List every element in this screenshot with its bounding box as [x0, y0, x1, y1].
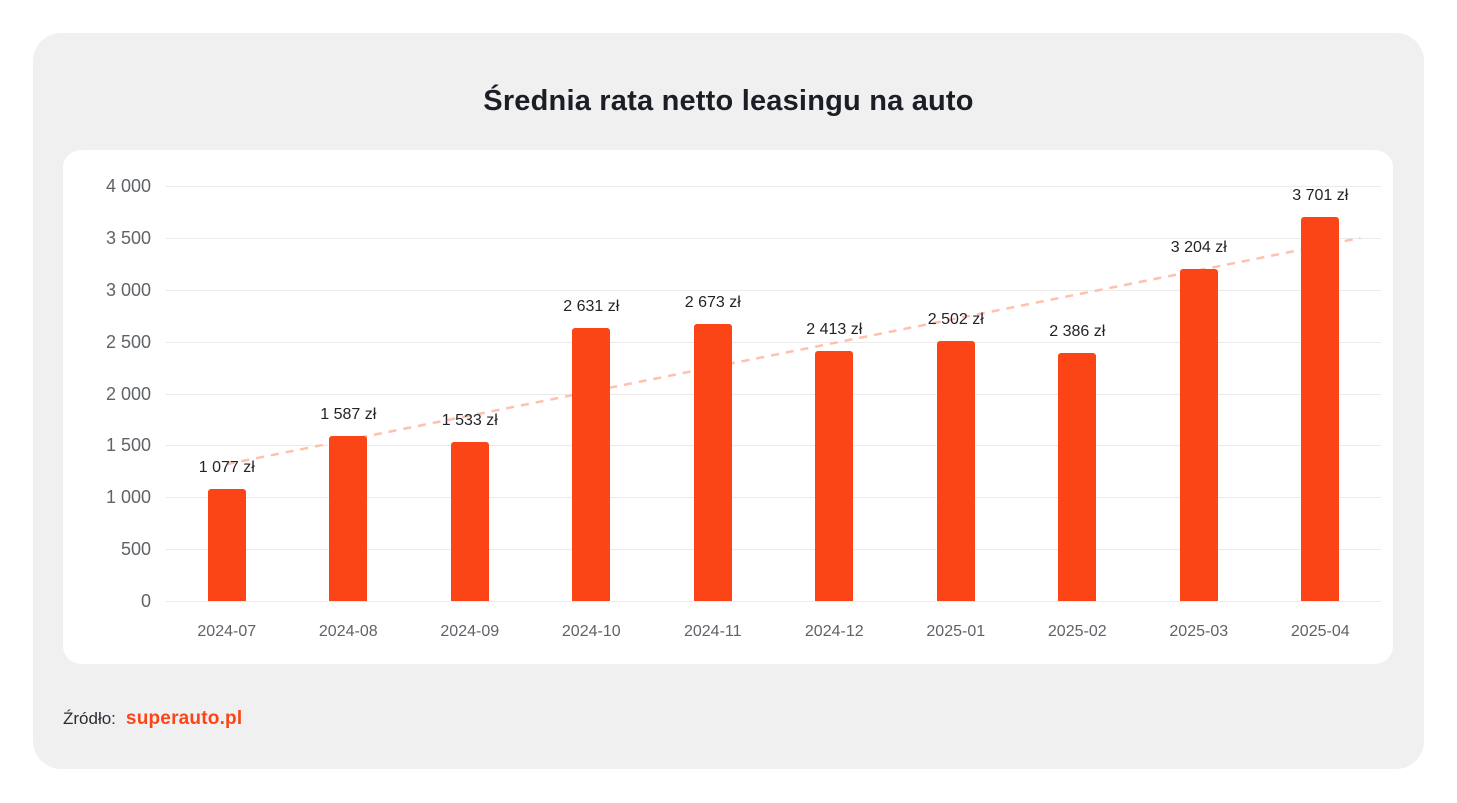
source-brand: superauto.pl — [125, 708, 243, 729]
trend-line — [226, 236, 1361, 466]
gridline — [166, 497, 1381, 499]
bar-2025-03 — [1179, 268, 1218, 601]
gridline — [166, 445, 1381, 447]
bar-2025-02 — [1058, 353, 1097, 601]
x-axis-tick-label: 2025-02 — [1047, 623, 1107, 640]
source-label: Źródło: — [63, 709, 116, 728]
x-axis-tick-label: 2025-03 — [1169, 623, 1229, 640]
gridline — [166, 549, 1381, 551]
gridline — [166, 186, 1381, 187]
x-axis-tick-label: 2024-12 — [804, 623, 864, 640]
bar-2024-12 — [815, 350, 854, 601]
y-axis-tick-label: 0 — [140, 591, 151, 611]
gridline — [166, 601, 1381, 602]
x-axis-tick-label: 2024-09 — [440, 623, 500, 640]
chart-card: Średnia rata netto leasingu na auto 0 500… — [33, 33, 1424, 769]
bar-value-label: 3 701 zł — [1292, 187, 1349, 205]
x-axis-tick-label: 2024-07 — [197, 623, 257, 640]
bar-value-label: 2 673 zł — [684, 293, 741, 311]
gridline — [166, 237, 1381, 239]
bar-2025-01 — [936, 341, 975, 601]
bar-value-label: 1 587 zł — [320, 406, 377, 424]
x-axis-tick-label: 2025-04 — [1290, 623, 1350, 640]
y-axis-tick-label: 3 000 — [105, 279, 151, 300]
gridline — [166, 393, 1381, 395]
y-axis-tick-label: 2 500 — [105, 331, 151, 352]
x-axis-tick-label: 2024-08 — [318, 623, 378, 640]
chart-title: Średnia rata netto leasingu na auto — [483, 85, 974, 117]
bar-2025-04 — [1301, 217, 1340, 601]
x-axis-tick-label: 2024-11 — [683, 623, 742, 640]
plot-area: 1 077 zł 2024-07 1 587 zł 2024-08 1 533 zł 20… — [166, 186, 1381, 640]
bar-value-label: 2 631 zł — [563, 298, 620, 316]
y-axis-tick-label: 1 000 — [105, 487, 151, 508]
x-axis-tick-label: 2025-01 — [926, 623, 986, 640]
bar-value-label: 2 502 zł — [927, 311, 984, 329]
chart-panel: 0 500 1 000 1 500 2 000 2 500 3 000 3 500 4 000 1… — [63, 150, 1393, 664]
bar-2024-09 — [450, 441, 489, 601]
source-line: Źródło: superauto.pl — [63, 708, 242, 730]
bar-value-label: 2 413 zł — [806, 320, 863, 338]
bar-chart: 0 500 1 000 1 500 2 000 2 500 3 000 3 500 4 000 1… — [63, 150, 1393, 664]
y-axis-tick-label: 2 000 — [105, 383, 151, 404]
bar-2024-11 — [693, 323, 732, 601]
bar-2024-07 — [207, 489, 246, 601]
y-axis-tick-label: 4 000 — [105, 176, 151, 196]
bar-2024-10 — [572, 328, 611, 601]
bar-value-label: 1 533 zł — [441, 411, 498, 429]
bar-value-label: 3 204 zł — [1170, 238, 1227, 256]
y-axis-tick-label: 500 — [120, 539, 151, 560]
bar-value-label: 1 077 zł — [198, 459, 255, 477]
gridline — [166, 341, 1381, 343]
bar-value-label: 2 386 zł — [1049, 323, 1106, 341]
bar-2024-08 — [329, 436, 368, 601]
x-axis-tick-label: 2024-10 — [561, 623, 621, 640]
y-axis-tick-label: 1 500 — [105, 435, 151, 456]
gridline — [166, 289, 1381, 291]
y-axis-tick-label: 3 500 — [105, 227, 151, 248]
